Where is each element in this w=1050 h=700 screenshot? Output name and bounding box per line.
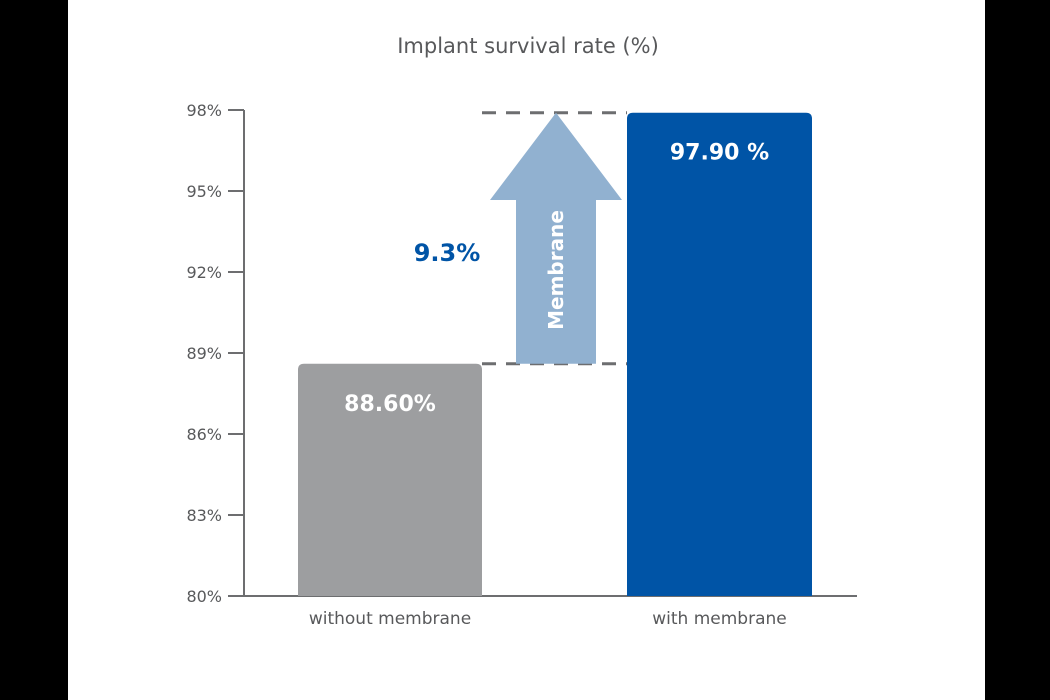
y-tick-label: 86% (186, 425, 222, 444)
x-tick-label: with membrane (652, 609, 786, 629)
y-tick-label: 95% (186, 182, 222, 201)
y-tick-label: 89% (186, 344, 222, 363)
membrane-arrow-icon (490, 112, 622, 364)
bar-value-label: 88.60% (344, 392, 436, 417)
bar (298, 363, 482, 596)
y-tick-label: 83% (186, 506, 222, 525)
x-tick-label: without membrane (309, 609, 471, 629)
y-tick-label: 80% (186, 587, 222, 606)
y-axis: 80% 83% 86% 89% 92% 95% 98% without membrane wit… (186, 101, 857, 629)
difference-label: 9.3% (414, 239, 481, 267)
y-tick-label: 98% (186, 101, 222, 120)
bar (627, 112, 812, 596)
y-tick-label: 92% (186, 263, 222, 282)
arrow-label: Membrane (544, 210, 568, 330)
bar-value-label: 97.90 % (670, 141, 769, 166)
chart-title: Implant survival rate (%) (397, 34, 659, 58)
chart-marks: 88.60% 97.90 % Membrane 9.3% (298, 111, 812, 596)
